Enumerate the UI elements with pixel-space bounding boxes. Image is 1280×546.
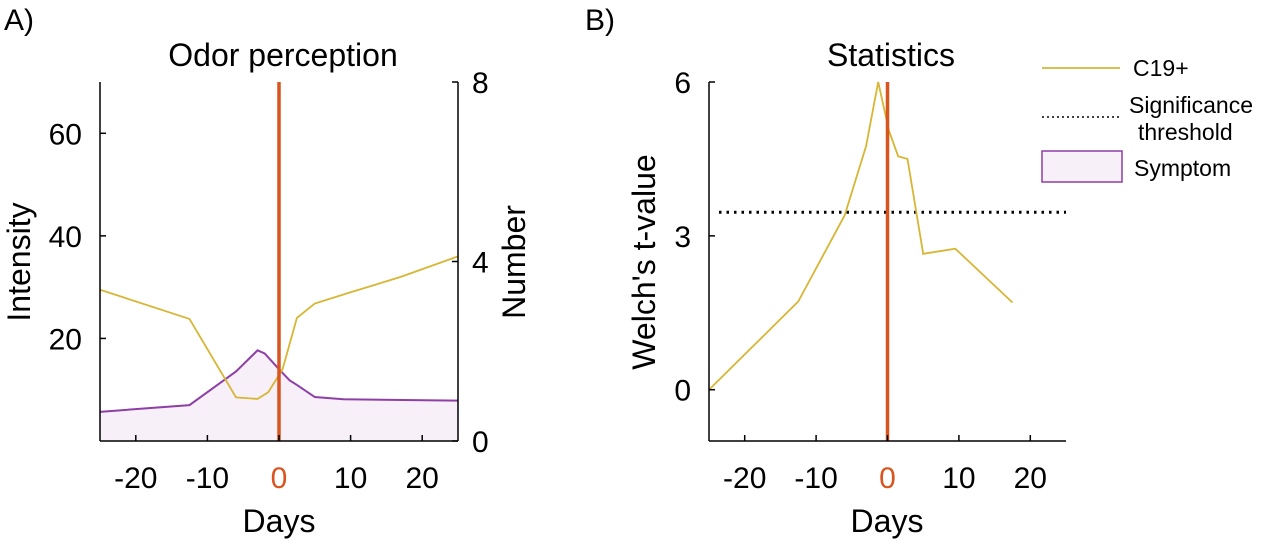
- y2-tick-label: 4: [472, 247, 489, 280]
- y-tick-label: 60: [49, 118, 82, 151]
- chart-b-title: Statistics: [827, 37, 955, 73]
- x-tick-label: 0: [271, 462, 288, 495]
- chart-b-ylabel: Welch's t-value: [626, 154, 662, 369]
- y-tick-label: 3: [674, 221, 691, 254]
- x-tick-label: -20: [114, 462, 157, 495]
- x-tick-label: -10: [794, 462, 837, 495]
- chart-a-xlabel: Days: [243, 503, 316, 539]
- x-tick-label: -10: [186, 462, 229, 495]
- y-tick-label: 6: [674, 67, 691, 100]
- chart-a-ylabel: Intensity: [1, 202, 37, 321]
- chart-a-ticks: -20 -10 0 10 20 20 40 60 0 4 8: [49, 67, 489, 495]
- chart-b-xlabel: Days: [851, 503, 924, 539]
- odor-perception-chart: Odor perception -20 -10 0 10 20 20 40 60 0 4 8 Day…: [1, 37, 532, 539]
- legend-threshold-label-line1: Significance: [1129, 92, 1253, 118]
- x-tick-label: -20: [723, 462, 766, 495]
- x-tick-label: 0: [879, 462, 896, 495]
- x-tick-label: 20: [406, 462, 439, 495]
- chart-a-lines: [99, 82, 459, 441]
- x-tick-label: 20: [1014, 462, 1047, 495]
- chart-a-title: Odor perception: [168, 37, 397, 73]
- x-tick-label: 10: [334, 462, 367, 495]
- legend-symptom-label: Symptom: [1134, 155, 1231, 181]
- legend-c19-label: C19+: [1133, 55, 1189, 81]
- chart-a-y2label: Number: [496, 205, 532, 319]
- chart-b-ticks: -20 -10 0 10 20 0 3 6: [674, 67, 1047, 495]
- y2-tick-label: 0: [472, 426, 489, 459]
- y-tick-label: 20: [49, 323, 82, 356]
- statistics-chart: Statistics -20 -10 0 10 20 0 3 6 Days Welch's t…: [626, 37, 1066, 539]
- y-tick-label: 0: [674, 375, 691, 408]
- chart-b-lines: [708, 81, 1066, 441]
- c19-series-line: [99, 255, 459, 400]
- legend-symptom-swatch: [1041, 150, 1123, 183]
- y-tick-label: 40: [49, 221, 82, 254]
- legend-threshold-label-line2: threshold: [1138, 119, 1233, 145]
- x-tick-label: 10: [942, 462, 975, 495]
- panel-label-a: A): [4, 4, 34, 37]
- legend: C19+ Significance threshold Symptom: [1041, 55, 1253, 183]
- panel-label-b: B): [585, 4, 615, 37]
- c19-tvalue-line: [708, 81, 1014, 391]
- y2-tick-label: 8: [472, 67, 489, 100]
